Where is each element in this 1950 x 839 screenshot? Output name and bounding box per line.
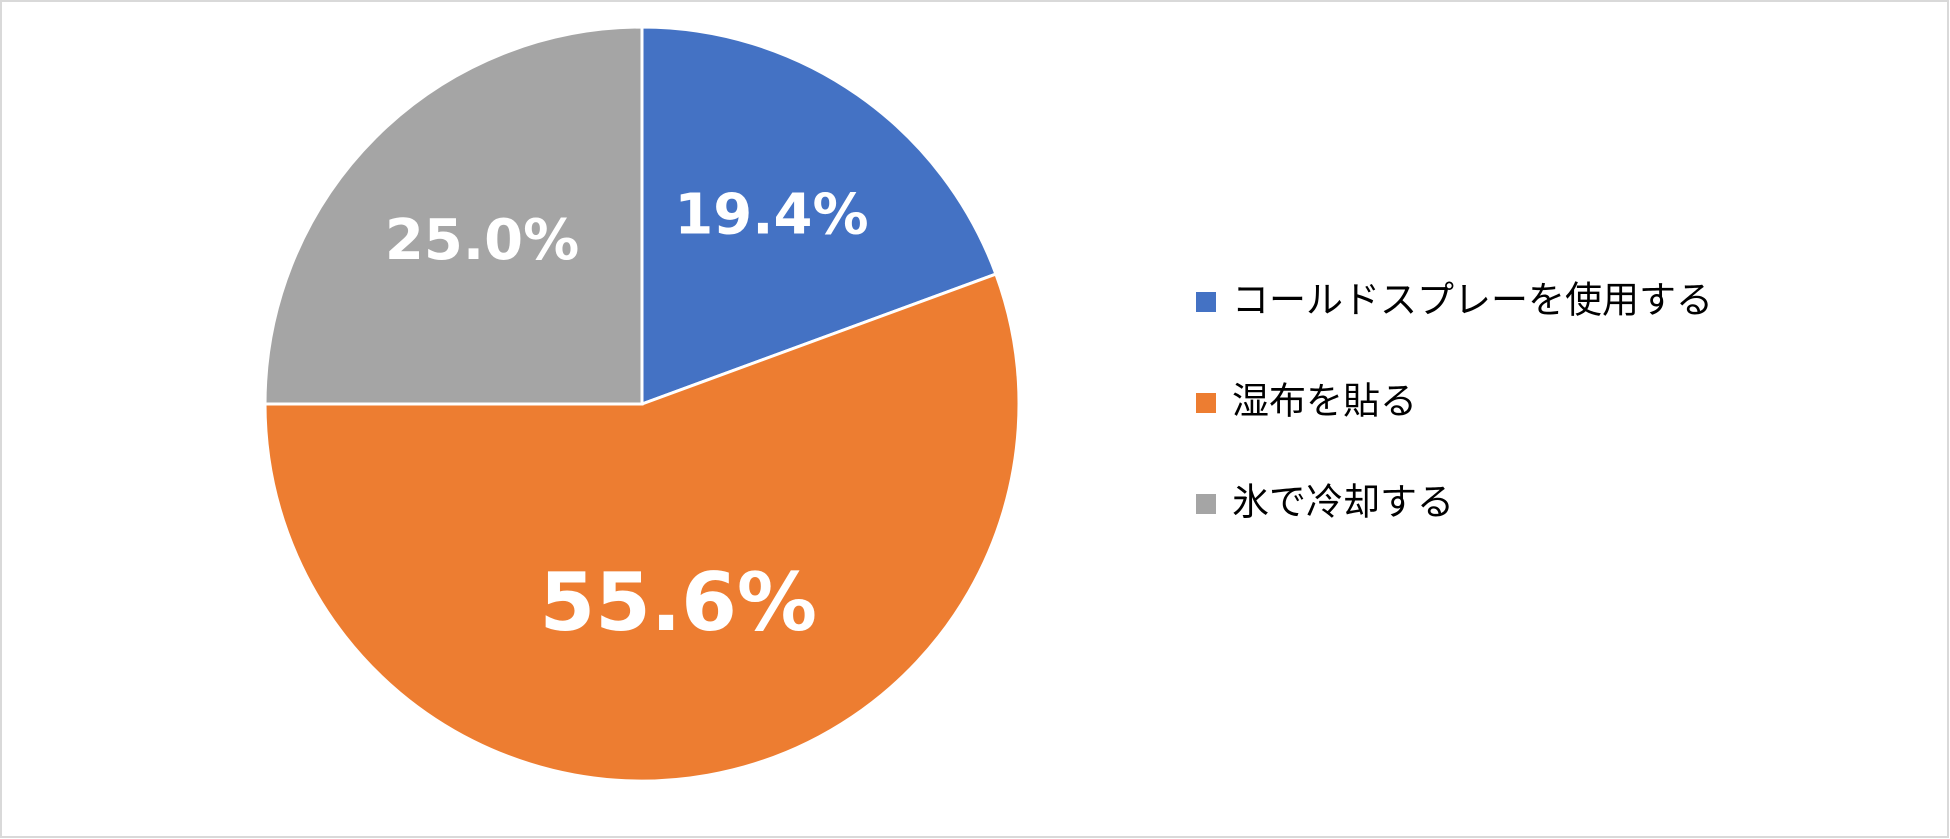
data-label: 25.0% xyxy=(385,208,579,273)
pie-slice xyxy=(640,25,998,407)
legend-swatch xyxy=(1196,494,1216,514)
pie-slice xyxy=(263,25,644,406)
data-label: 19.4% xyxy=(674,183,868,248)
data-label: 55.6% xyxy=(540,556,818,649)
legend-label: 氷で冷却する xyxy=(1232,481,1454,524)
legend-label: コールドスプレーを使用する xyxy=(1232,279,1713,322)
legend-label: 湿布を貼る xyxy=(1232,380,1417,423)
legend-swatch xyxy=(1196,292,1216,312)
pie-slice xyxy=(263,272,1021,783)
legend-swatch xyxy=(1196,393,1216,413)
